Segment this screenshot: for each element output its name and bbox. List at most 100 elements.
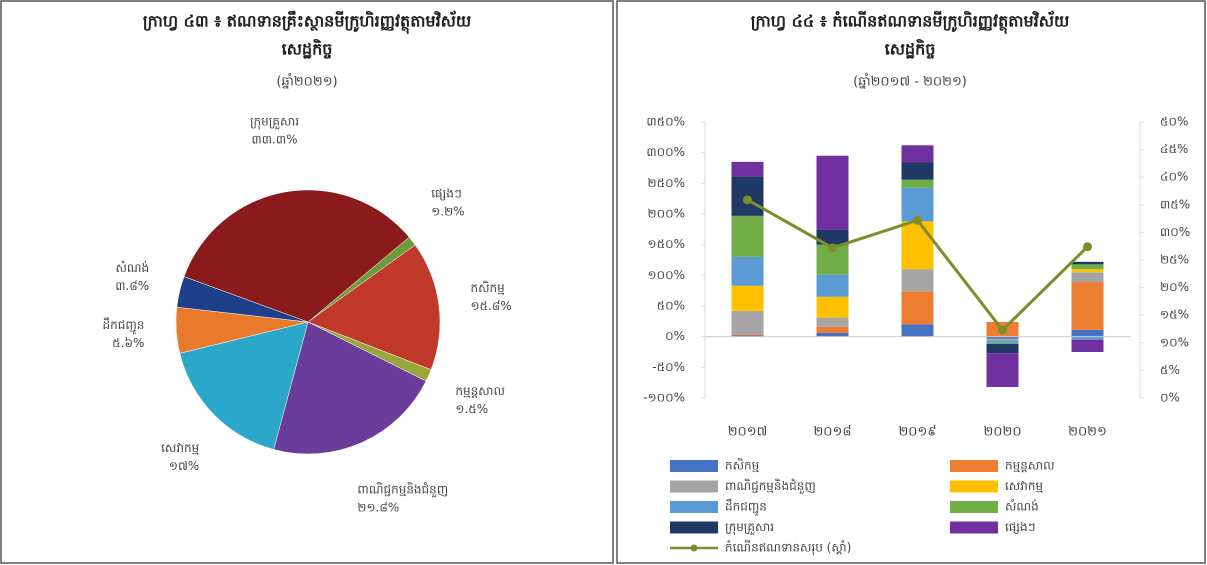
chart-title: ក្រាហ្វ ៤៤ ៖ កំណើនឥណទានមីក្រូហិរញ្ញវត្ថុ… — [751, 11, 1069, 35]
bar-segment — [731, 285, 764, 311]
bar-segment — [816, 155, 849, 230]
y2-tick-label: ១០% — [1160, 335, 1189, 349]
bar-segment — [901, 269, 934, 292]
bar-segment — [731, 334, 764, 336]
legend-label: សេវាកម្ម — [1005, 479, 1043, 493]
legend-label: កម្មន្តសាល — [1005, 459, 1055, 473]
legend-label: សំណង់ — [1005, 499, 1039, 514]
y-tick-label: ២៥០% — [648, 176, 685, 190]
bar-segment — [816, 317, 849, 327]
bar-segment — [731, 215, 764, 257]
slice-label: សេវាកម្ម — [161, 441, 199, 455]
y2-tick-label: ១៥% — [1160, 308, 1189, 322]
y-tick-label: ៣៥០% — [646, 115, 685, 129]
bar-segment — [901, 187, 934, 222]
bar-segment — [1071, 261, 1104, 265]
legend-swatch — [670, 521, 718, 534]
legend-swatch — [950, 460, 998, 472]
y-tick-label: ៥០% — [657, 299, 685, 313]
bar-segment — [901, 179, 934, 188]
y2-tick-label: ២៥% — [1160, 253, 1189, 267]
legend-label: ពាណិជ្ជកម្មនិងជំនួញ — [725, 478, 816, 494]
y2-tick-label: ៤០% — [1160, 170, 1188, 184]
chart-subtitle: (ឆ្នាំ២០១៧ - ២០២១) — [853, 73, 967, 90]
legend-swatch — [670, 501, 718, 513]
panel-border — [0, 0, 614, 564]
legend-swatch — [670, 480, 718, 493]
bar-segment — [816, 296, 849, 318]
y-tick-label: -៥០% — [652, 360, 685, 374]
bar-segment — [816, 229, 849, 245]
y-tick-label: ១០០% — [648, 268, 685, 282]
panel-border — [616, 0, 1206, 564]
bar-segment — [1071, 264, 1104, 270]
bar-segment — [901, 162, 934, 180]
bar-segment — [986, 340, 1019, 343]
bar-segment — [1071, 339, 1104, 352]
bar-segment — [986, 344, 1019, 354]
chart-title: សេដ្ឋកិច្ច — [282, 39, 333, 60]
bar-segment — [731, 161, 764, 177]
legend-label: ក្រុមគ្រួសារ — [725, 520, 774, 535]
x-tick-label: ២០២០ — [983, 425, 1021, 440]
y2-tick-label: ៤៥% — [1160, 142, 1188, 156]
y-tick-label: ៣០០% — [646, 145, 685, 159]
bar-segment — [986, 353, 1019, 387]
bar-segment — [816, 326, 849, 333]
bar-segment — [731, 335, 764, 337]
line-point — [828, 243, 837, 253]
slice-label: ដឹកជញ្ជូន — [102, 317, 144, 335]
slice-value: ២១.៨% — [357, 501, 399, 515]
slice-label: កម្មន្តសាល — [455, 384, 505, 398]
pie-slice — [307, 244, 441, 371]
pie-slice — [183, 189, 410, 323]
x-tick-label: ២០១៨ — [813, 425, 851, 440]
bar-segment — [731, 310, 764, 335]
slice-value: ១៧% — [169, 459, 199, 473]
y2-tick-label: ០% — [1160, 391, 1180, 405]
chart-title: សេដ្ឋកិច្ច — [885, 39, 936, 60]
pie-slice — [179, 321, 309, 450]
bar-segment — [986, 342, 1019, 345]
y-tick-label: ១៥០% — [648, 237, 685, 251]
x-tick-label: ២០១៩ — [898, 425, 936, 440]
slice-value: ១៥.៨% — [470, 299, 511, 313]
legend-label: កំណើនឥណទានសរុប (ស្តាំ) — [725, 540, 851, 556]
slice-label: ក្រុមគ្រួសារ — [250, 114, 299, 129]
legend-label: ដឹកជញ្ជូន — [725, 499, 767, 517]
y-tick-label: ០% — [665, 329, 685, 343]
slice-value: ១.៥% — [455, 402, 488, 416]
x-tick-label: ២០២១ — [1068, 425, 1107, 440]
line-point — [913, 215, 922, 225]
y2-tick-label: ៣០% — [1160, 225, 1190, 239]
y2-tick-label: ៣៥% — [1160, 197, 1190, 211]
line-point — [998, 325, 1007, 335]
slice-value: ៥.៦% — [112, 336, 144, 350]
x-tick-label: ២០១៧ — [728, 425, 768, 440]
bar-segment — [1071, 269, 1104, 273]
bar-segment — [1071, 329, 1104, 337]
bar-segment — [1071, 272, 1104, 283]
bar-segment — [731, 256, 764, 286]
slice-value: ៣.៨% — [115, 279, 149, 293]
legend-swatch — [950, 501, 998, 513]
bar-segment — [1071, 336, 1104, 340]
slice-label: ផ្សេងៗ — [431, 186, 462, 200]
bar-segment — [816, 332, 849, 337]
y2-tick-label: ៥% — [1160, 363, 1180, 377]
y-tick-label: ២០០% — [648, 207, 685, 221]
line-point — [743, 195, 752, 205]
bar-segment — [816, 274, 849, 297]
y2-tick-label: ២០% — [1160, 280, 1189, 294]
slice-label: កសិកម្ម — [470, 280, 505, 295]
legend-swatch — [950, 480, 998, 493]
legend-swatch — [670, 460, 718, 472]
bar-segment — [901, 291, 934, 325]
slice-value: ១.២% — [431, 204, 464, 218]
y-tick-label: -១០០% — [643, 391, 685, 405]
bar-segment — [986, 338, 1019, 341]
y2-tick-label: ៥០% — [1160, 115, 1188, 129]
line-point — [1083, 242, 1092, 252]
